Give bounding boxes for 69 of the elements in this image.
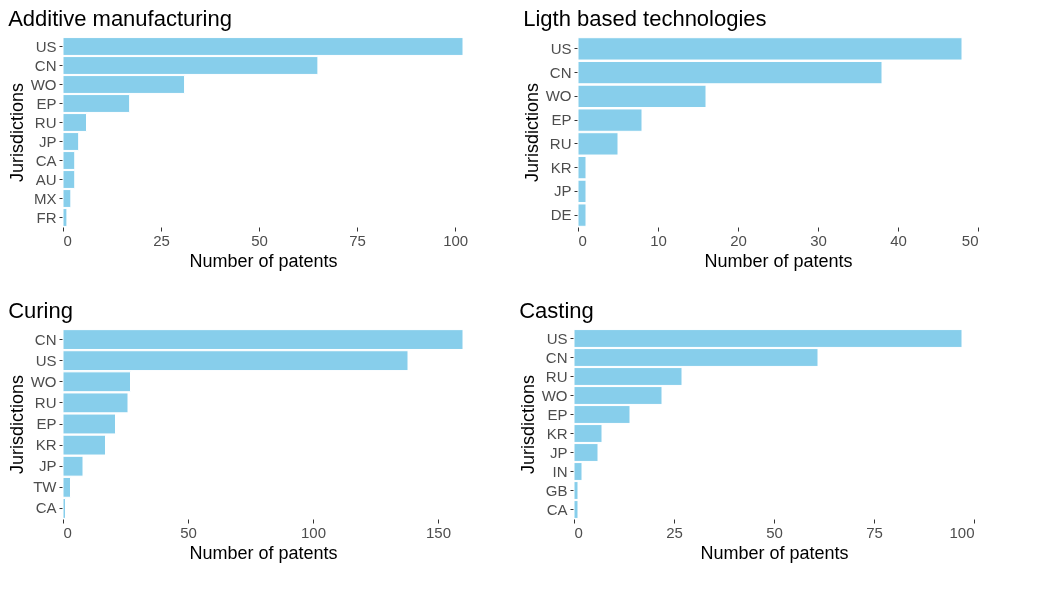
x-tick-label: 20 <box>730 231 747 249</box>
x-tick-label: 0 <box>578 231 587 249</box>
y-tick-label: FR <box>36 208 57 226</box>
y-tick-label: US <box>35 351 57 369</box>
y-tick-label: EP <box>551 111 572 129</box>
y-tick-label: JP <box>553 182 572 200</box>
y-axis-title: Jurisdictions <box>517 374 538 475</box>
y-tick-label: RU <box>34 113 57 131</box>
x-tick-label: 0 <box>63 231 72 249</box>
y-tick-label: KR <box>35 436 57 454</box>
y-tick-label: CN <box>549 63 572 81</box>
y-axis-title: Jurisdictions <box>521 82 542 183</box>
x-axis-title: Number of patents <box>704 250 853 271</box>
y-tick-label: KR <box>550 158 572 176</box>
y-tick-label: AU <box>35 170 57 188</box>
x-tick-label: 25 <box>153 231 170 249</box>
y-tick-label: WO <box>545 87 572 105</box>
y-tick-label: JP <box>549 443 568 461</box>
x-axis-title: Number of patents <box>700 542 849 563</box>
y-tick-label: DE <box>550 206 572 224</box>
x-axis-title: Number of patents <box>189 250 338 271</box>
y-tick-label: JP <box>38 457 57 475</box>
y-tick-label: JP <box>38 132 57 150</box>
x-tick-label: 75 <box>349 231 366 249</box>
y-tick-label: EP <box>36 415 57 432</box>
x-tick-label: 25 <box>666 523 683 541</box>
x-tick-label: 100 <box>300 523 327 541</box>
y-tick-label: IN <box>552 462 568 480</box>
chart-title: Casting <box>519 298 594 323</box>
y-tick-label: US <box>546 329 568 347</box>
y-tick-label: CA <box>35 499 57 517</box>
x-tick-label: 50 <box>180 523 197 541</box>
y-tick-label: US <box>550 39 572 57</box>
y-tick-label: CN <box>545 348 568 366</box>
y-axis-title: Jurisdictions <box>6 374 27 475</box>
y-tick-label: WO <box>541 386 568 404</box>
x-tick-label: 40 <box>890 231 907 249</box>
y-tick-label: US <box>35 37 57 55</box>
y-tick-label: RU <box>34 393 57 411</box>
y-tick-label: CA <box>35 151 57 169</box>
chart-title: Curing <box>8 298 73 323</box>
x-tick-label: 10 <box>650 231 667 249</box>
y-tick-label: RU <box>545 367 568 385</box>
chart-title: Additive manufacturing <box>8 6 232 31</box>
x-tick-label: 50 <box>961 231 979 249</box>
y-tick-label: MX <box>34 189 57 207</box>
y-tick-label: TW <box>33 478 58 496</box>
x-tick-label: 150 <box>425 523 452 541</box>
y-tick-label: EP <box>36 94 57 112</box>
y-tick-label: CN <box>34 330 57 348</box>
y-tick-label: KR <box>546 424 568 442</box>
x-tick-label: 75 <box>866 523 883 541</box>
y-tick-label: WO <box>30 372 57 390</box>
x-tick-label: 30 <box>810 231 827 249</box>
y-tick-label: GB <box>545 481 568 499</box>
chart-title: Ligth based technologies <box>523 6 767 31</box>
y-tick-label: RU <box>549 134 572 152</box>
y-tick-label: EP <box>547 405 568 423</box>
x-tick-label: 50 <box>251 231 268 249</box>
x-tick-label: 100 <box>949 523 975 541</box>
x-axis-title: Number of patents <box>189 542 338 563</box>
x-tick-label: 0 <box>574 523 583 541</box>
y-axis-title: Jurisdictions <box>6 82 27 183</box>
x-tick-label: 50 <box>766 523 783 541</box>
y-tick-label: WO <box>30 75 57 93</box>
y-tick-label: CA <box>546 500 568 518</box>
x-tick-label: 100 <box>443 231 469 249</box>
x-tick-label: 0 <box>63 523 72 541</box>
y-tick-label: CN <box>34 56 57 74</box>
